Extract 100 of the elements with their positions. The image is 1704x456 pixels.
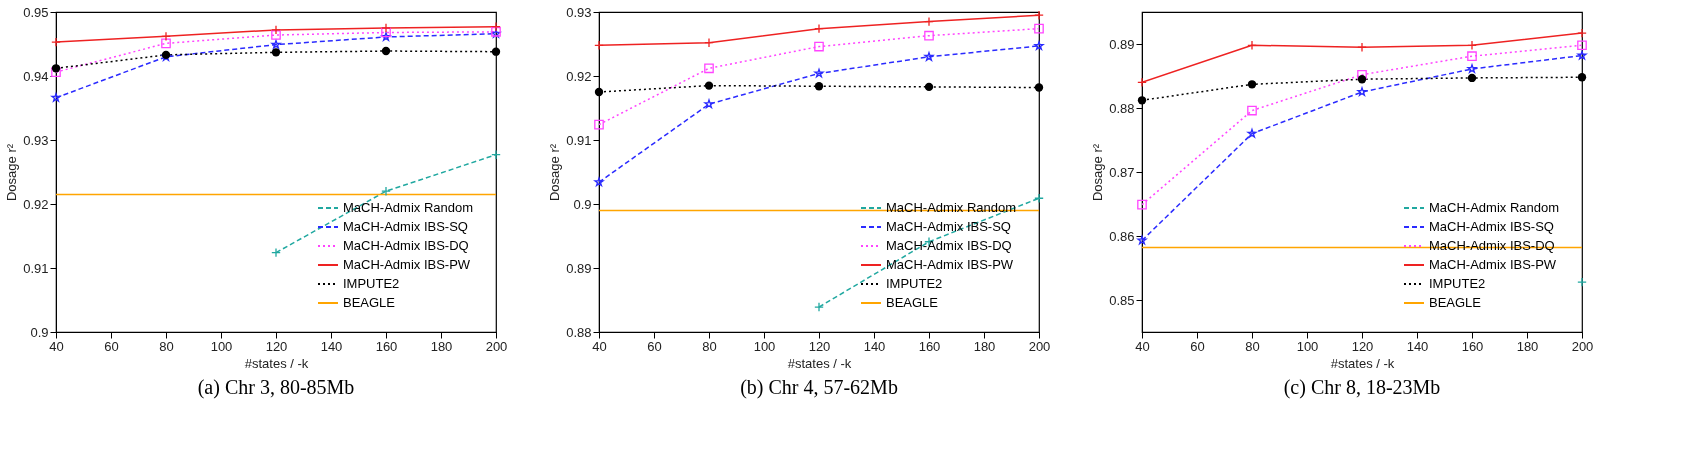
x-tick-label: 40 [49, 338, 64, 354]
x-tick-label: 120 [265, 338, 288, 354]
point [1357, 69, 1367, 80]
point [271, 30, 281, 40]
x-tick-label: 100 [753, 338, 776, 354]
point [161, 31, 171, 42]
x-tick-label: 80 [159, 338, 174, 354]
y-tick-label: 0.88 [566, 324, 592, 340]
point [1137, 77, 1147, 88]
point [1357, 87, 1367, 97]
x-tick-label: 40 [592, 338, 607, 354]
x-tick-label: 140 [863, 338, 886, 354]
point [1577, 50, 1587, 60]
y-tick-label: 0.89 [566, 260, 592, 276]
x-axis-title: #states / -k [787, 355, 852, 371]
text: (a) Chr 3, 80-85Mb [197, 376, 355, 399]
point [381, 32, 391, 41]
y-tick-label: 0.9 [573, 196, 592, 212]
point [814, 68, 824, 78]
y-tick-label: 0.91 [23, 260, 49, 276]
legend-label: IMPUTE2 [343, 276, 400, 291]
point [924, 51, 934, 61]
x-tick-label: 140 [1406, 338, 1429, 354]
point [1467, 51, 1477, 61]
point [51, 37, 61, 47]
legend-label: MaCH-Admix IBS-DQ [343, 238, 469, 253]
point [704, 37, 714, 48]
y-tick-label: 0.9 [30, 324, 49, 340]
y-axis-title: Dosage r² [1090, 143, 1106, 202]
point [381, 46, 391, 56]
x-tick-label: 60 [1190, 338, 1205, 354]
point [1357, 42, 1367, 53]
point [271, 247, 281, 258]
point [1577, 73, 1587, 82]
y-tick-label: 0.93 [23, 132, 49, 148]
x-tick-label: 180 [430, 338, 453, 354]
point [704, 63, 714, 74]
point [1034, 10, 1044, 21]
point [1137, 199, 1147, 210]
point [1137, 235, 1147, 245]
legend-label: MaCH-Admix IBS-PW [886, 257, 1014, 272]
point [814, 82, 824, 91]
point [594, 40, 604, 51]
point [814, 41, 824, 52]
point [51, 67, 61, 77]
legend-label: MaCH-Admix Random [1429, 200, 1560, 215]
x-tick-label: 160 [1461, 338, 1484, 354]
point [1467, 40, 1477, 51]
x-tick-label: 60 [104, 338, 119, 354]
y-axis-title: Dosage r² [4, 143, 20, 202]
point [594, 87, 604, 97]
point [381, 23, 391, 33]
y-tick-label: 0.88 [1109, 100, 1135, 116]
legend-label: MaCH-Admix IBS-SQ [343, 219, 468, 234]
legend-label: BEAGLE [1429, 295, 1482, 310]
legend-label: MaCH-Admix IBS-SQ [886, 219, 1011, 234]
point [594, 177, 604, 187]
point [1357, 75, 1367, 84]
x-tick-label: 40 [1135, 338, 1150, 354]
point [1247, 40, 1257, 51]
x-tick-label: 200 [1571, 338, 1594, 354]
legend-label: MaCH-Admix Random [343, 200, 474, 215]
y-tick-label: 0.92 [566, 68, 592, 84]
y-tick-label: 0.87 [1109, 164, 1135, 180]
y-tick-label: 0.93 [566, 4, 592, 20]
x-tick-label: 120 [808, 338, 831, 354]
point [1137, 96, 1147, 105]
x-tick-label: 200 [485, 338, 508, 354]
x-axis-title: #states / -k [1330, 355, 1395, 371]
x-tick-label: 140 [320, 338, 343, 354]
point [491, 47, 501, 56]
y-tick-label: 0.92 [23, 196, 49, 212]
point [814, 23, 824, 34]
point [1577, 28, 1587, 38]
point [381, 186, 391, 197]
point [491, 149, 501, 160]
point [1577, 40, 1587, 51]
point [1247, 80, 1257, 89]
y-tick-label: 0.86 [1109, 228, 1135, 244]
point [1247, 105, 1257, 116]
text: (b) Chr 4, 57-62Mb [740, 376, 898, 399]
point [51, 64, 61, 73]
y-tick-label: 0.95 [23, 4, 49, 20]
x-tick-label: 200 [1028, 338, 1051, 354]
legend-label: MaCH-Admix IBS-SQ [1429, 219, 1554, 234]
point [1034, 41, 1044, 50]
point [1467, 73, 1477, 83]
x-tick-label: 80 [702, 338, 717, 354]
x-tick-label: 180 [1516, 338, 1539, 354]
point [1034, 83, 1044, 92]
point [1467, 64, 1477, 73]
x-tick-label: 160 [918, 338, 941, 354]
point [271, 39, 281, 49]
point [1034, 23, 1044, 34]
y-tick-label: 0.89 [1109, 36, 1135, 52]
legend-label: IMPUTE2 [1429, 276, 1486, 291]
point [704, 99, 714, 109]
legend-label: IMPUTE2 [886, 276, 943, 291]
legend-label: BEAGLE [343, 295, 396, 310]
text: (c) Chr 8, 18-23Mb [1283, 376, 1441, 399]
